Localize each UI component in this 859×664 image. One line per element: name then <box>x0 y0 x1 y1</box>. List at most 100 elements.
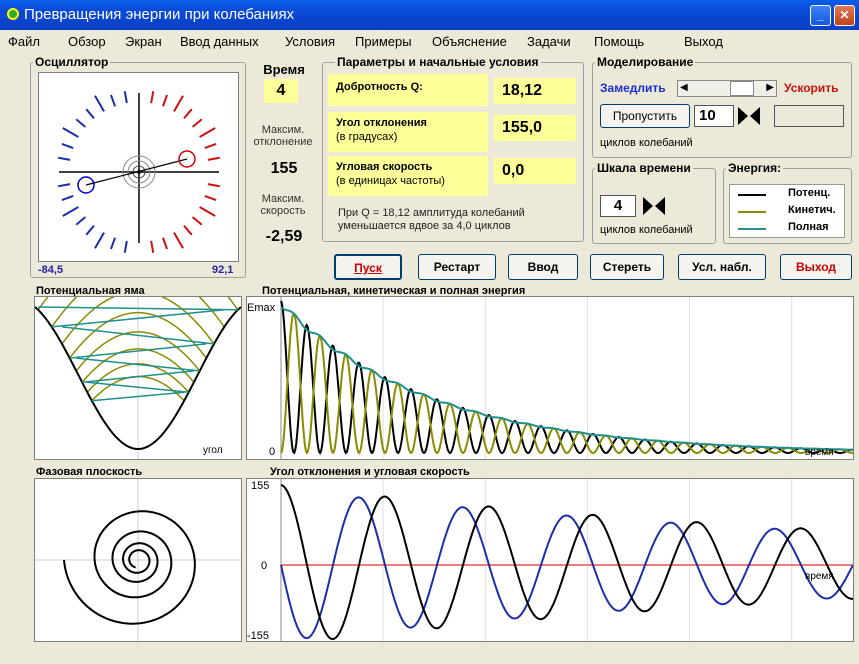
skip-button[interactable]: Пропустить <box>600 104 690 128</box>
slow-label: Замедлить <box>600 81 666 95</box>
enter-button[interactable]: Ввод <box>508 254 578 280</box>
angle-sub: (в градусах) <box>336 131 398 143</box>
potential-well-plot: угол <box>34 239 242 460</box>
dial-tick <box>173 95 184 112</box>
dial-tick <box>62 206 79 217</box>
timescale-left-icon[interactable] <box>643 197 653 215</box>
energy-xlabel: время <box>805 447 834 458</box>
oscillator-title: Осциллятор <box>33 55 111 69</box>
modeling-title: Моделирование <box>595 55 696 69</box>
angle-svg: 155 0 -155 время <box>247 479 854 642</box>
menu-examples[interactable]: Примеры <box>355 34 412 49</box>
dial-tick <box>75 216 87 226</box>
angle-label-box: Угол отклонения (в градусах) <box>328 112 488 152</box>
q-value[interactable]: 18,12 <box>494 78 576 104</box>
conditions-button[interactable]: Усл. набл. <box>678 254 766 280</box>
well-total-segment <box>87 381 189 393</box>
angle-plot: 155 0 -155 время <box>246 478 854 642</box>
dial-tick <box>199 206 216 217</box>
timescale-cycles-label: циклов колебаний <box>600 224 693 236</box>
dial-tick <box>207 156 220 161</box>
dial-tick <box>61 143 74 149</box>
angle-xlabel: время <box>805 571 834 582</box>
max-deflection-value: 155 <box>270 160 298 177</box>
energy-legend-title: Энергия: <box>726 161 784 175</box>
time-title: Время <box>263 62 305 77</box>
angle-value[interactable]: 155,0 <box>494 115 576 141</box>
menu-overview[interactable]: Обзор <box>68 34 106 49</box>
red-marker <box>178 150 196 168</box>
menu-input[interactable]: Ввод данных <box>180 34 259 49</box>
spinner-right-icon[interactable] <box>750 107 760 125</box>
erase-button[interactable]: Стереть <box>590 254 664 280</box>
speed-label-box: Угловая скорость (в единицах частоты) <box>328 156 488 196</box>
legend-total-label: Полная <box>788 221 829 233</box>
dial-tick <box>204 143 217 149</box>
speed-sub: (в единицах частоты) <box>336 175 445 187</box>
dial-tick <box>150 240 155 253</box>
params-group: Параметры и начальные условия <box>322 55 584 242</box>
close-button[interactable]: ✕ <box>834 5 855 26</box>
slider-thumb[interactable] <box>730 81 754 96</box>
phase-plane-plot <box>34 478 242 642</box>
well-kinetic-arc <box>69 312 207 359</box>
speed-value[interactable]: 0,0 <box>494 158 576 184</box>
well-kinetic-arc <box>75 331 201 372</box>
menu-help[interactable]: Помощь <box>594 34 645 49</box>
spinner-left-icon[interactable] <box>738 107 748 125</box>
note-line-1: При Q = 18,12 амплитуда колебаний <box>338 207 525 219</box>
window-title: Превращения энергии при колебаниях <box>24 6 295 23</box>
well-total-segment <box>82 370 194 384</box>
menu-screen[interactable]: Экран <box>125 34 162 49</box>
well-curve <box>34 306 242 450</box>
energy-legend-group: Энергия: <box>723 161 852 244</box>
modeling-cycles-label: циклов колебаний <box>600 137 693 149</box>
well-total-segment <box>38 306 238 311</box>
dial-tick <box>150 91 155 104</box>
phase-plane-title: Фазовая плоскость <box>36 466 143 478</box>
menu-file[interactable]: Файл <box>8 34 40 49</box>
well-xlabel: угол <box>203 445 223 456</box>
skip-value[interactable]: 10 <box>694 105 734 127</box>
menu-tasks[interactable]: Задачи <box>527 34 571 49</box>
energy-total-line <box>280 306 853 451</box>
legend-kinetic-swatch <box>738 211 766 213</box>
menu-exit[interactable]: Выход <box>684 34 723 49</box>
menu-conditions[interactable]: Условия <box>285 34 336 49</box>
timescale-value[interactable]: 4 <box>600 195 636 217</box>
dial-tick <box>123 91 128 104</box>
energy-plot: Emax 0 время <box>246 296 854 460</box>
angle-ytop-label: 155 <box>251 480 269 492</box>
max-speed-value: -2,59 <box>265 228 303 245</box>
dial-tick <box>183 224 193 236</box>
timescale-right-icon[interactable] <box>655 197 665 215</box>
angle-line <box>280 484 853 641</box>
restart-button[interactable]: Рестарт <box>418 254 496 280</box>
skip-spinner[interactable] <box>735 105 765 127</box>
energy-legend-box: Потенц. Кинетич. Полная <box>729 184 845 238</box>
dial-tick <box>110 94 116 107</box>
dial-tick <box>207 183 220 188</box>
exit-button[interactable]: Выход <box>780 254 852 280</box>
spiral-ring <box>122 155 156 189</box>
speed-slider[interactable]: ◀ ▶ <box>677 80 777 97</box>
menu-explanation[interactable]: Объяснение <box>432 34 507 49</box>
dial-tick <box>204 195 217 201</box>
start-button[interactable]: Пуск <box>334 254 402 280</box>
angle-yzero-label: 0 <box>261 560 267 572</box>
dial-tick <box>62 127 79 138</box>
dial-tick <box>58 156 71 161</box>
angle-plot-title: Угол отклонения и угловая скорость <box>270 466 470 478</box>
legend-potential-label: Потенц. <box>788 187 831 199</box>
dial-tick <box>191 118 203 128</box>
slider-left-arrow[interactable]: ◀ <box>680 82 688 93</box>
time-value: 4 <box>264 79 298 103</box>
app-icon <box>7 8 19 20</box>
timescale-spinner[interactable] <box>640 195 670 217</box>
slider-right-arrow[interactable]: ▶ <box>766 82 774 93</box>
energy-ymax-label: Emax <box>247 302 276 314</box>
modeling-group: Моделирование <box>592 55 852 158</box>
oscillator-group: Осциллятор <box>30 55 246 278</box>
minimize-button[interactable]: _ <box>810 5 831 26</box>
oscillator-max-label: 92,1 <box>212 264 234 276</box>
